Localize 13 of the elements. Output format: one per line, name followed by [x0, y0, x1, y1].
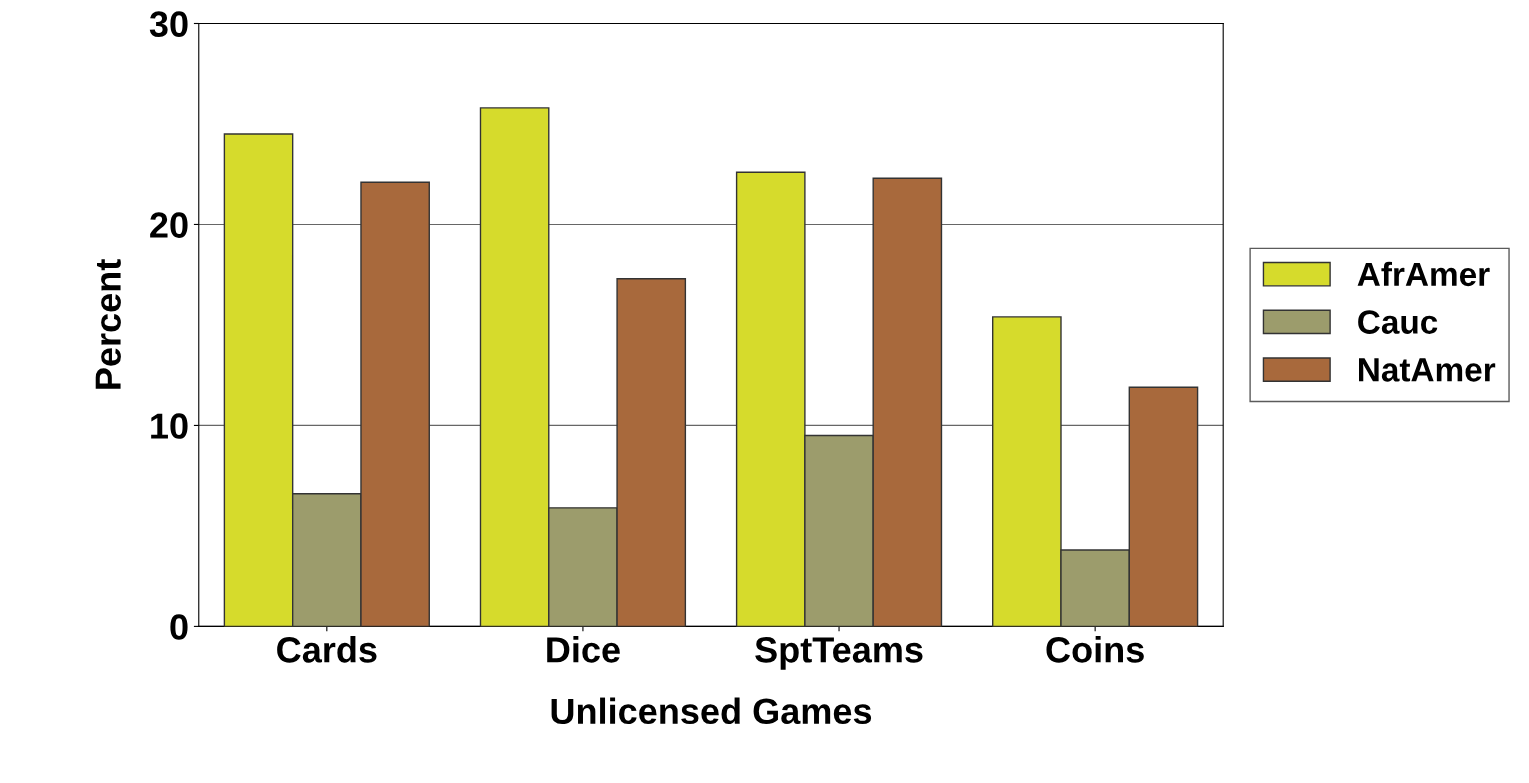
legend-label: NatAmer: [1359, 358, 1496, 382]
x-tick-label: SptTeams: [755, 637, 923, 670]
y-tick-label: 20: [150, 212, 188, 238]
y-tick-label: 10: [151, 413, 188, 439]
legend-label: AfrAmer: [1357, 261, 1490, 287]
y-tick-label: 30: [149, 11, 188, 37]
x-tick-label: Cards: [277, 636, 377, 663]
x-axis-title: Unlicensed Games: [551, 697, 872, 725]
x-tick-label: Coins: [1046, 636, 1144, 663]
y-tick-label: 0: [170, 614, 188, 640]
y-axis-title: Percent: [95, 259, 121, 389]
legend-label: Cauc: [1358, 310, 1438, 334]
x-tick-label: Dice: [547, 636, 620, 663]
